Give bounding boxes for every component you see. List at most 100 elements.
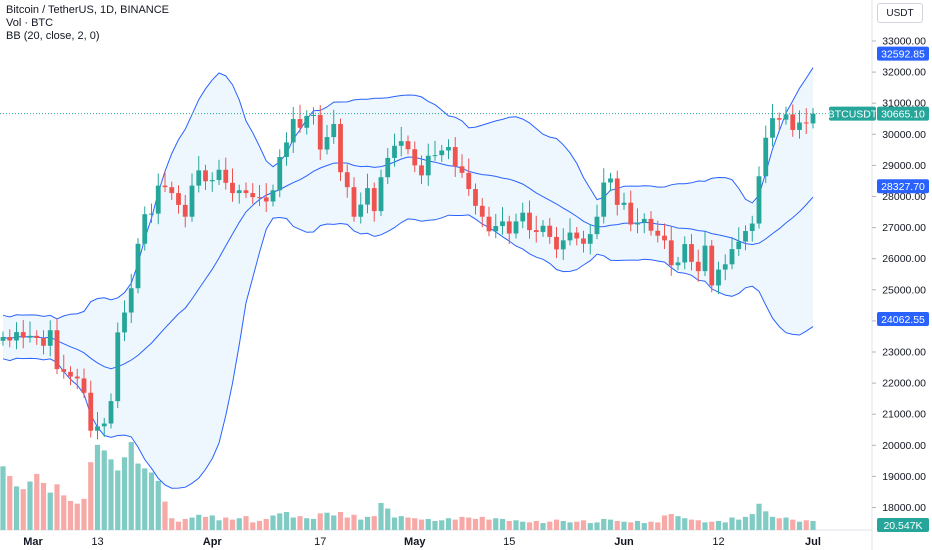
volume-bar [486,519,492,530]
candle-body [574,232,580,239]
candle-body [263,197,269,202]
candle-body [763,137,769,177]
candle-body [317,115,323,150]
candle-body [297,119,303,128]
candle-body [810,113,816,124]
candle-body [533,230,539,232]
candle-body [331,124,337,138]
price-tick-label: 32000.00 [882,67,926,79]
candle-body [628,202,634,225]
volume-bar [189,517,195,530]
candle-body [513,221,519,234]
volume-bar [796,521,803,530]
candle-body [803,122,809,124]
candle-body [61,369,67,372]
candle-body [412,149,418,166]
bollinger-basis-line [2,156,814,370]
symbol-badge: BTCUSDT [828,108,878,120]
volume-badge: 20.547K [883,520,922,532]
volume-bar [182,518,188,530]
volume-bar [297,516,303,530]
price-tick-label: 19000.00 [882,471,926,483]
volume-bar [709,521,715,530]
time-tick-label: Jul [805,536,821,548]
time-tick-label: 13 [91,536,103,548]
candle-body [122,312,127,333]
candle-body [338,124,343,173]
time-axis[interactable]: Mar 13 Apr 17 May 15 Jun 12 Jul [23,536,821,548]
volume-bar [432,521,438,530]
volume-bar [337,512,344,530]
candle-body [149,213,154,215]
candle-body [540,225,546,232]
volume-bar [614,521,620,530]
volume-bar [54,484,60,530]
candle-body [304,115,310,128]
candle-body [439,150,445,156]
volume-bar [412,518,418,530]
candle-body [452,147,458,167]
volume-bar [331,515,337,530]
candle-body [601,182,607,217]
candle-body [749,223,755,232]
volume-bar [142,468,148,530]
bb-lower-badge-bg [877,311,929,326]
candle-body [635,222,640,225]
volume-bar [695,520,701,530]
volume-bar [101,450,107,530]
candle-body [81,378,87,393]
volume-bar [520,521,526,530]
volume-bar [722,522,728,530]
candle-body [729,249,735,265]
time-tick-label: Mar [23,536,43,548]
candle-body [709,245,715,286]
candle-body [500,221,505,227]
candlesticks [0,103,816,440]
candle-body [493,226,499,232]
candle-body [311,115,316,117]
symbol-title[interactable]: Bitcoin / TetherUS, 1D, BINANCE [6,4,170,16]
volume-bar [479,516,485,530]
candle-body [479,205,485,217]
volume-bar [40,482,47,530]
currency-button[interactable]: USDT [877,3,923,23]
volume-bar [128,442,134,530]
volume-bar [418,519,425,530]
last-price-badge: 30665.10 [881,108,925,120]
volume-bar [0,466,6,530]
volume-bar [175,521,182,530]
volume-badge-bg [877,518,929,532]
candle-body [621,202,627,205]
volume-bar [229,519,236,530]
candle-body [236,190,242,194]
candle-body [155,185,161,214]
candle-body [722,264,728,270]
bb-legend[interactable]: BB (20, close, 2, 0) [6,30,100,42]
candle-body [641,218,647,223]
price-tick-label: 28000.00 [882,191,926,203]
volume-bars [0,442,816,530]
bollinger-fill [3,67,813,489]
volume-bar [634,521,641,530]
candle-body [88,392,94,431]
volume-bar [115,470,121,530]
candle-body [506,221,512,234]
candle-body [432,155,438,157]
candle-body [668,240,674,266]
candle-body [34,335,40,339]
volume-legend[interactable]: Vol · BTC [6,17,54,29]
volume-bar [223,517,229,530]
volume-bar [155,480,161,530]
candle-body [385,157,391,178]
volume-bar [47,492,53,530]
candle-body [736,241,742,250]
candle-body [473,189,478,206]
volume-bar [547,521,553,530]
candle-body [520,212,526,222]
volume-bar [304,518,310,530]
candle-body [581,238,586,244]
candle-body [459,166,465,173]
candle-body [466,172,472,190]
candle-body [358,204,364,217]
